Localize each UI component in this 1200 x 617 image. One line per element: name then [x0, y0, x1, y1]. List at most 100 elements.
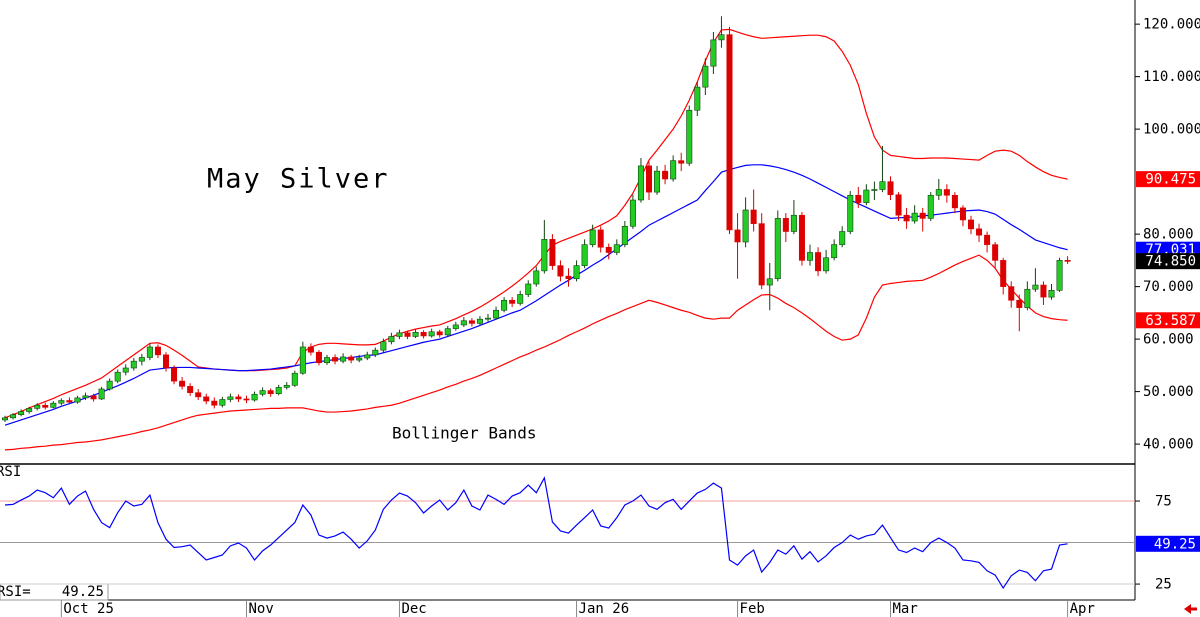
candle-body: [839, 231, 846, 245]
candle-body: [823, 257, 830, 272]
candle-body: [895, 194, 902, 216]
candle-body: [195, 392, 202, 398]
candle-body: [332, 357, 339, 362]
x-tick-label: Nov: [249, 601, 274, 617]
candle-body: [460, 320, 467, 326]
candle-body: [187, 386, 194, 393]
candle-body: [203, 396, 210, 402]
candle-body: [444, 328, 451, 336]
candle-body: [1016, 299, 1023, 308]
candle-body: [806, 252, 813, 261]
candle-body: [356, 357, 363, 361]
y-tick-label: 60.000: [1143, 332, 1194, 348]
candle-body: [645, 165, 652, 193]
candle-body: [267, 390, 274, 395]
candle-body: [871, 189, 878, 191]
last-value-label: 90.475: [1145, 172, 1196, 188]
candle-body: [573, 265, 580, 280]
candle-body: [283, 385, 290, 388]
candle-body: [951, 194, 958, 209]
candle-body: [452, 324, 459, 329]
candle-body: [533, 270, 540, 285]
y-tick-label: 100.000: [1143, 122, 1200, 138]
candle-body: [734, 229, 741, 243]
candle-body: [903, 214, 910, 222]
candle-body: [678, 160, 685, 164]
candle-body: [138, 357, 145, 362]
y-tick-label: 110.000: [1143, 69, 1200, 85]
candle-body: [412, 331, 419, 337]
candle-body: [662, 170, 669, 180]
scroll-arrow[interactable]: [1184, 604, 1197, 614]
candle-body: [501, 299, 508, 311]
candle-body: [831, 244, 838, 259]
candle-body: [468, 320, 475, 324]
candle-body: [887, 181, 894, 196]
candle-body: [742, 209, 749, 243]
candle-body: [243, 398, 250, 401]
candle-body: [380, 341, 387, 351]
candle-body: [959, 207, 966, 221]
candle-body: [654, 170, 661, 193]
candle-body: [428, 331, 435, 337]
candle-body: [323, 357, 330, 364]
candle-body: [259, 390, 266, 395]
candle-body: [815, 252, 822, 272]
candle-body: [82, 395, 89, 399]
candle-body: [1008, 286, 1015, 301]
x-tick-label: Jan 26: [579, 601, 630, 617]
candle-body: [790, 214, 797, 232]
last-value-label: 74.850: [1145, 254, 1196, 270]
candle-body: [58, 400, 65, 404]
y-tick-label: 120.000: [1143, 17, 1200, 33]
candle-body: [219, 399, 226, 406]
candle-body: [179, 380, 186, 387]
last-value-label: 49.25: [1154, 536, 1196, 552]
candle-body: [517, 294, 524, 304]
candle-body: [613, 244, 620, 253]
candle-body: [597, 229, 604, 248]
series-line: [4, 254, 1068, 451]
candle-body: [340, 356, 347, 362]
candle-body: [154, 346, 161, 356]
candle-body: [1056, 260, 1063, 291]
candle-body: [686, 109, 693, 164]
candle-body: [388, 336, 395, 343]
y-tick-label: 70.000: [1143, 279, 1194, 295]
rsi-readout-label: RSI=: [0, 584, 31, 600]
candle-body: [758, 223, 765, 286]
candle-body: [774, 218, 781, 280]
candle-body: [436, 331, 443, 336]
candle-body: [493, 309, 500, 319]
candle-body: [251, 393, 258, 401]
candle-body: [750, 209, 757, 224]
candle-body: [1064, 260, 1071, 262]
rsi-readout-value: 49.25: [62, 584, 104, 600]
x-tick-label: Mar: [893, 601, 918, 617]
x-tick-label: Apr: [1070, 601, 1095, 617]
candle-body: [307, 346, 314, 353]
candle-body: [670, 160, 677, 180]
last-value-box: [1136, 171, 1200, 188]
candle-body: [549, 239, 556, 266]
candle-body: [1032, 284, 1039, 290]
candle-body: [364, 354, 371, 359]
candle-body: [976, 228, 983, 236]
last-value-box: [1136, 312, 1200, 329]
candle-body: [1, 417, 9, 421]
candle-body: [211, 400, 218, 406]
candle-body: [26, 408, 33, 412]
candle-body: [541, 239, 548, 272]
candle-body: [42, 404, 49, 408]
candle-body: [605, 246, 612, 253]
y-tick-label: 50.000: [1143, 384, 1194, 400]
candle-body: [404, 332, 411, 337]
candle-body: [726, 34, 733, 231]
rsi-title: RSI: [0, 464, 21, 480]
candle-body: [420, 331, 427, 337]
candle-body: [18, 411, 25, 416]
candle-body: [863, 189, 870, 203]
candle-body: [476, 318, 483, 324]
